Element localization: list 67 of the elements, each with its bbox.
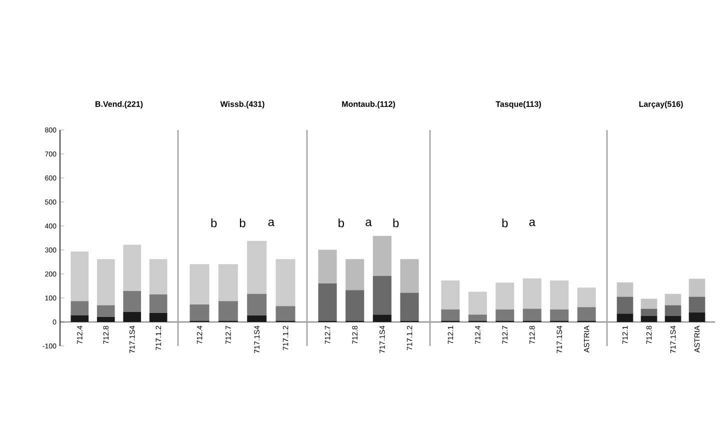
bar [522,308,542,321]
annotation: b [393,218,399,228]
bar [247,240,267,294]
bar [372,314,392,322]
annotation: a [366,220,372,226]
bar [372,276,392,315]
bar [400,292,419,321]
bar [441,280,460,310]
bar [318,283,337,321]
chart-title: Tasque(113) [496,101,541,108]
bar [577,288,596,308]
bar [496,282,514,310]
annotation: a [529,220,536,226]
bar [123,312,142,322]
chart-title: B.Vend.(221) [96,101,143,108]
annotation: b [240,218,246,228]
bar [276,306,296,321]
bar [247,294,267,316]
bar [550,280,569,310]
bar [70,301,89,316]
bar [468,292,487,315]
bar [70,251,89,302]
bar [400,259,419,293]
annotation: b [502,218,508,228]
annotation: a [268,220,274,226]
bar [149,312,168,322]
bar [190,264,210,304]
bar [441,310,460,321]
bar [190,304,210,321]
bar [218,301,238,321]
bar [688,278,706,297]
bar [276,259,296,306]
bar [346,290,364,321]
annotation: b [211,218,217,228]
bar [496,310,514,321]
bar [664,316,682,322]
bar [318,250,337,284]
bar [577,307,596,321]
bar [247,316,267,322]
bar [688,296,706,312]
bar [522,278,542,309]
chart-title: Larçay(516) [639,101,683,108]
bar [70,315,89,322]
bar [468,314,487,321]
bar [640,316,658,322]
bar [640,308,658,316]
bar [218,264,238,302]
bar [640,298,658,309]
bar [664,294,682,306]
bar [550,310,569,321]
bar [346,259,364,290]
bar [149,259,168,294]
bar [96,259,115,306]
bar [688,312,706,322]
bar [664,305,682,316]
bar [123,244,142,292]
annotation: b [338,218,344,228]
bar [96,316,115,322]
chart-title: Montaub.(112) [342,101,395,108]
bar [616,296,634,314]
bar [96,305,115,317]
bar [123,291,142,312]
bar [616,282,634,297]
bar [616,314,634,322]
chart-title: Wissb.(431) [220,101,264,108]
bar [372,236,392,276]
bar [149,294,168,313]
